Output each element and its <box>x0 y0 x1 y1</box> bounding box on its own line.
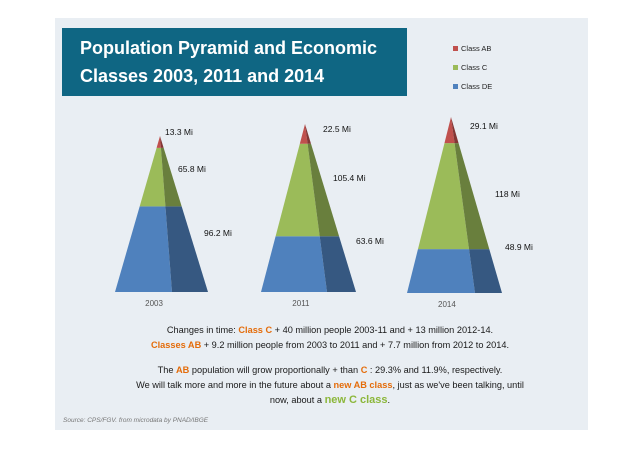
pyramid-2014-class-ab-side <box>451 117 459 144</box>
legend-swatch-de <box>453 84 458 89</box>
data-label-2011-class-c: 105.4 Mi <box>333 173 366 183</box>
note-5-text-a: now, about a <box>269 395 325 405</box>
source-note: Source: CPS/FGV. from microdata by PNAD/… <box>63 417 209 424</box>
note-1-text-a: Changes in time: <box>166 325 239 335</box>
pyramid-2014-class-c-side <box>454 143 490 250</box>
legend-label-de: Class DE <box>461 82 493 91</box>
pyramid-2003-class-c-front <box>139 147 166 207</box>
notes-text: Changes in time: Class C + 40 million pe… <box>70 323 590 408</box>
data-label-2014-class-de: 48.9 Mi <box>505 242 533 252</box>
note-line-2: Classes AB + 9.2 million people from 200… <box>70 338 590 353</box>
pyramid-2011-class-ab-front <box>299 124 308 144</box>
pyramid-2011-class-ab-side <box>305 124 311 144</box>
note-line-1: Changes in time: Class C + 40 million pe… <box>70 323 590 338</box>
note-3-ab: AB <box>176 365 190 375</box>
pyramid-2003-class-c-side <box>160 147 182 207</box>
note-4-text-c: , just as we've been talking, until <box>392 380 524 390</box>
chart-title-line-1: Population Pyramid and Economic <box>80 38 378 58</box>
note-4-text-a: We will talk more and more in the future… <box>136 380 334 390</box>
category-label-2003: 2003 <box>145 299 163 308</box>
legend-swatch-c <box>453 65 458 70</box>
note-5-new-c-class: new C class <box>324 394 388 406</box>
pyramid-2011-class-c-front <box>275 143 320 237</box>
legend-label-ab: Class AB <box>461 44 492 53</box>
pyramid-2014-class-de-side <box>469 249 502 293</box>
pyramid-2014-class-ab-front <box>444 117 455 144</box>
note-2-text-b: + 9.2 million people from 2003 to 2011 a… <box>201 340 510 350</box>
data-label-2014-class-c: 118 Mi <box>495 189 520 199</box>
data-label-2014-class-ab: 29.1 Mi <box>470 121 498 131</box>
pyramid-2003-class-ab-front <box>156 136 161 148</box>
legend-swatch-ab <box>453 46 458 51</box>
pyramid-2014-class-c-front <box>417 143 470 250</box>
pyramid-2011-class-de-side <box>319 236 356 292</box>
note-line-5: now, about a new C class. <box>70 393 590 408</box>
legend-label-c: Class C <box>461 63 488 72</box>
note-line-4: We will talk more and more in the future… <box>70 378 590 393</box>
note-3-text-a: The <box>157 365 177 375</box>
pyramid-2003-class-ab-side <box>160 136 164 148</box>
note-5-text-c: . <box>387 395 391 405</box>
note-4-new-ab-class: new AB class <box>333 380 393 390</box>
pyramid-2011-class-de-front <box>261 236 327 292</box>
category-label-2011: 2011 <box>292 299 310 308</box>
data-label-2003-class-c: 65.8 Mi <box>178 164 206 174</box>
note-1-class-c: Class C <box>238 325 273 335</box>
pyramid-2003-class-de-front <box>115 206 172 292</box>
pyramid-2011-class-c-side <box>307 143 340 237</box>
data-label-2003-class-de: 96.2 Mi <box>204 228 232 238</box>
note-1-text-c: + 40 million people 2003-11 and + 13 mil… <box>272 325 494 335</box>
note-line-3: The AB population will grow proportional… <box>70 363 590 378</box>
note-3-c: C <box>360 365 368 375</box>
note-3-text-c: population will grow proportionally + th… <box>189 365 361 375</box>
data-label-2003-class-ab: 13.3 Mi <box>165 127 193 137</box>
chart-title-line-2: Classes 2003, 2011 and 2014 <box>80 66 325 86</box>
pyramid-2003-class-de-side <box>165 206 208 292</box>
title-banner: Population Pyramid and Economic Classes … <box>62 28 407 96</box>
data-label-2011-class-ab: 22.5 Mi <box>323 124 351 134</box>
data-label-2011-class-de: 63.6 Mi <box>356 236 384 246</box>
pyramid-2014-class-de-front <box>407 249 475 293</box>
category-label-2014: 2014 <box>438 300 456 309</box>
note-2-classes-ab: Classes AB <box>150 340 202 350</box>
note-3-text-e: : 29.3% and 11.9%, respectively. <box>367 365 503 375</box>
